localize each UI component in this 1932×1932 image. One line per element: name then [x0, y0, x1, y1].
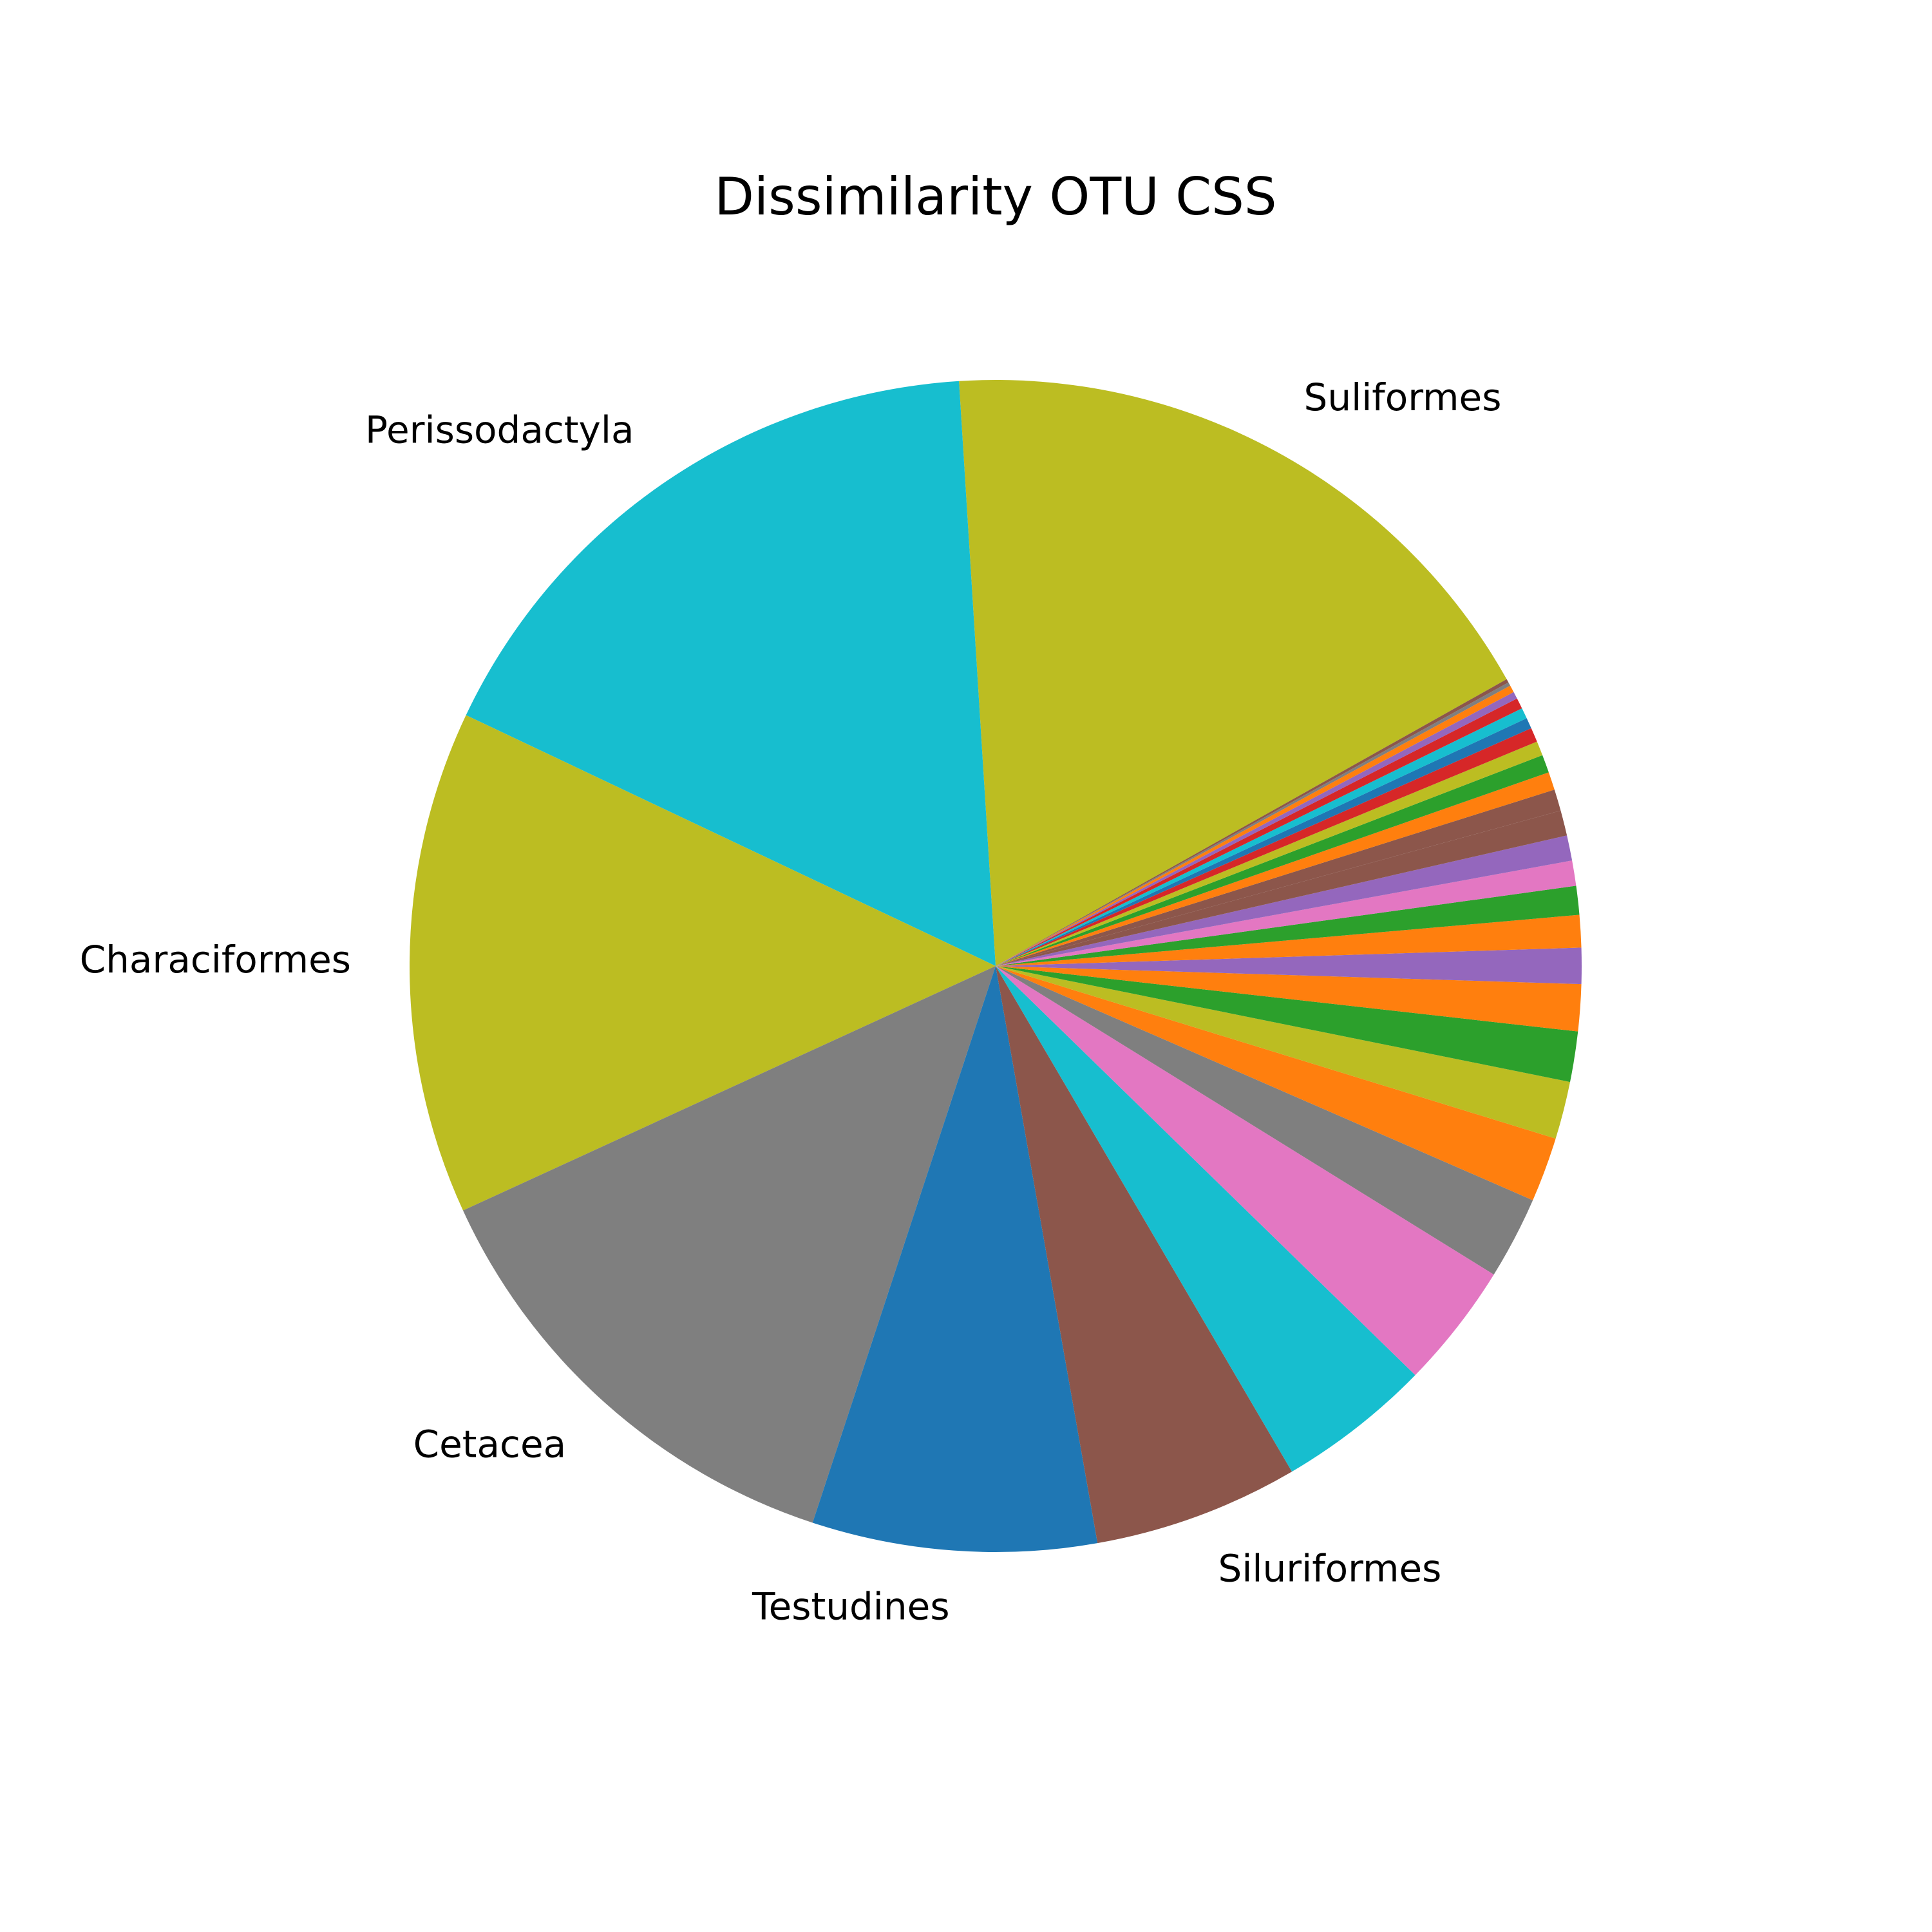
pie-slice-29	[996, 685, 1514, 966]
slice-label-characiformes: Characiformes	[80, 938, 351, 981]
pie-slice-7	[996, 966, 1416, 1472]
pie-slice-25	[996, 718, 1531, 966]
pie-slice-30	[996, 682, 1511, 966]
pie-slice-14	[996, 947, 1582, 985]
pie-slice-8	[996, 966, 1494, 1376]
pie-slice-16	[996, 886, 1580, 966]
pie-slice-19	[996, 810, 1567, 966]
pie-slice-10	[996, 966, 1556, 1200]
pie-slice-27	[996, 698, 1522, 966]
pie-slice-20	[996, 790, 1561, 966]
slice-label-perissodactyla: Perissodactyla	[365, 408, 634, 451]
pie-slice-18	[996, 835, 1573, 966]
slice-label-testudines: Testudines	[752, 1585, 950, 1629]
pie-slice-23	[996, 741, 1543, 966]
pie-slice-26	[996, 708, 1527, 966]
chart-title: Dissimilarity OTU CSS	[714, 167, 1276, 227]
pie-slice-31	[996, 679, 1509, 966]
slice-label-siluriformes: Siluriformes	[1218, 1547, 1442, 1591]
pie-slice-15	[996, 914, 1582, 966]
pie-slice-11	[996, 966, 1570, 1139]
pie-slice-characiformes	[410, 715, 996, 1211]
pie-slice-17	[996, 860, 1577, 966]
pie-slice-22	[996, 755, 1549, 966]
slice-label-cetacea: Cetacea	[413, 1423, 567, 1466]
pie-slice-9	[996, 966, 1533, 1275]
pie-slice-24	[996, 728, 1537, 966]
pie-slices	[410, 379, 1582, 1553]
pie-slice-21	[996, 772, 1555, 966]
pie-labels: Suliformes Perissodactyla Characiformes Cet…	[80, 375, 1502, 1629]
pie-slice-perissodactyla	[466, 381, 996, 966]
pie-slice-testudines	[812, 966, 1098, 1553]
pie-slice-13	[996, 966, 1582, 1032]
slice-label-suliformes: Suliformes	[1304, 375, 1502, 419]
pie-slice-suliformes	[959, 379, 1507, 966]
pie-slice-12	[996, 966, 1578, 1083]
pie-slice-siluriformes	[996, 966, 1293, 1544]
pie-slice-28	[996, 692, 1517, 966]
pie-slice-cetacea	[462, 966, 996, 1523]
